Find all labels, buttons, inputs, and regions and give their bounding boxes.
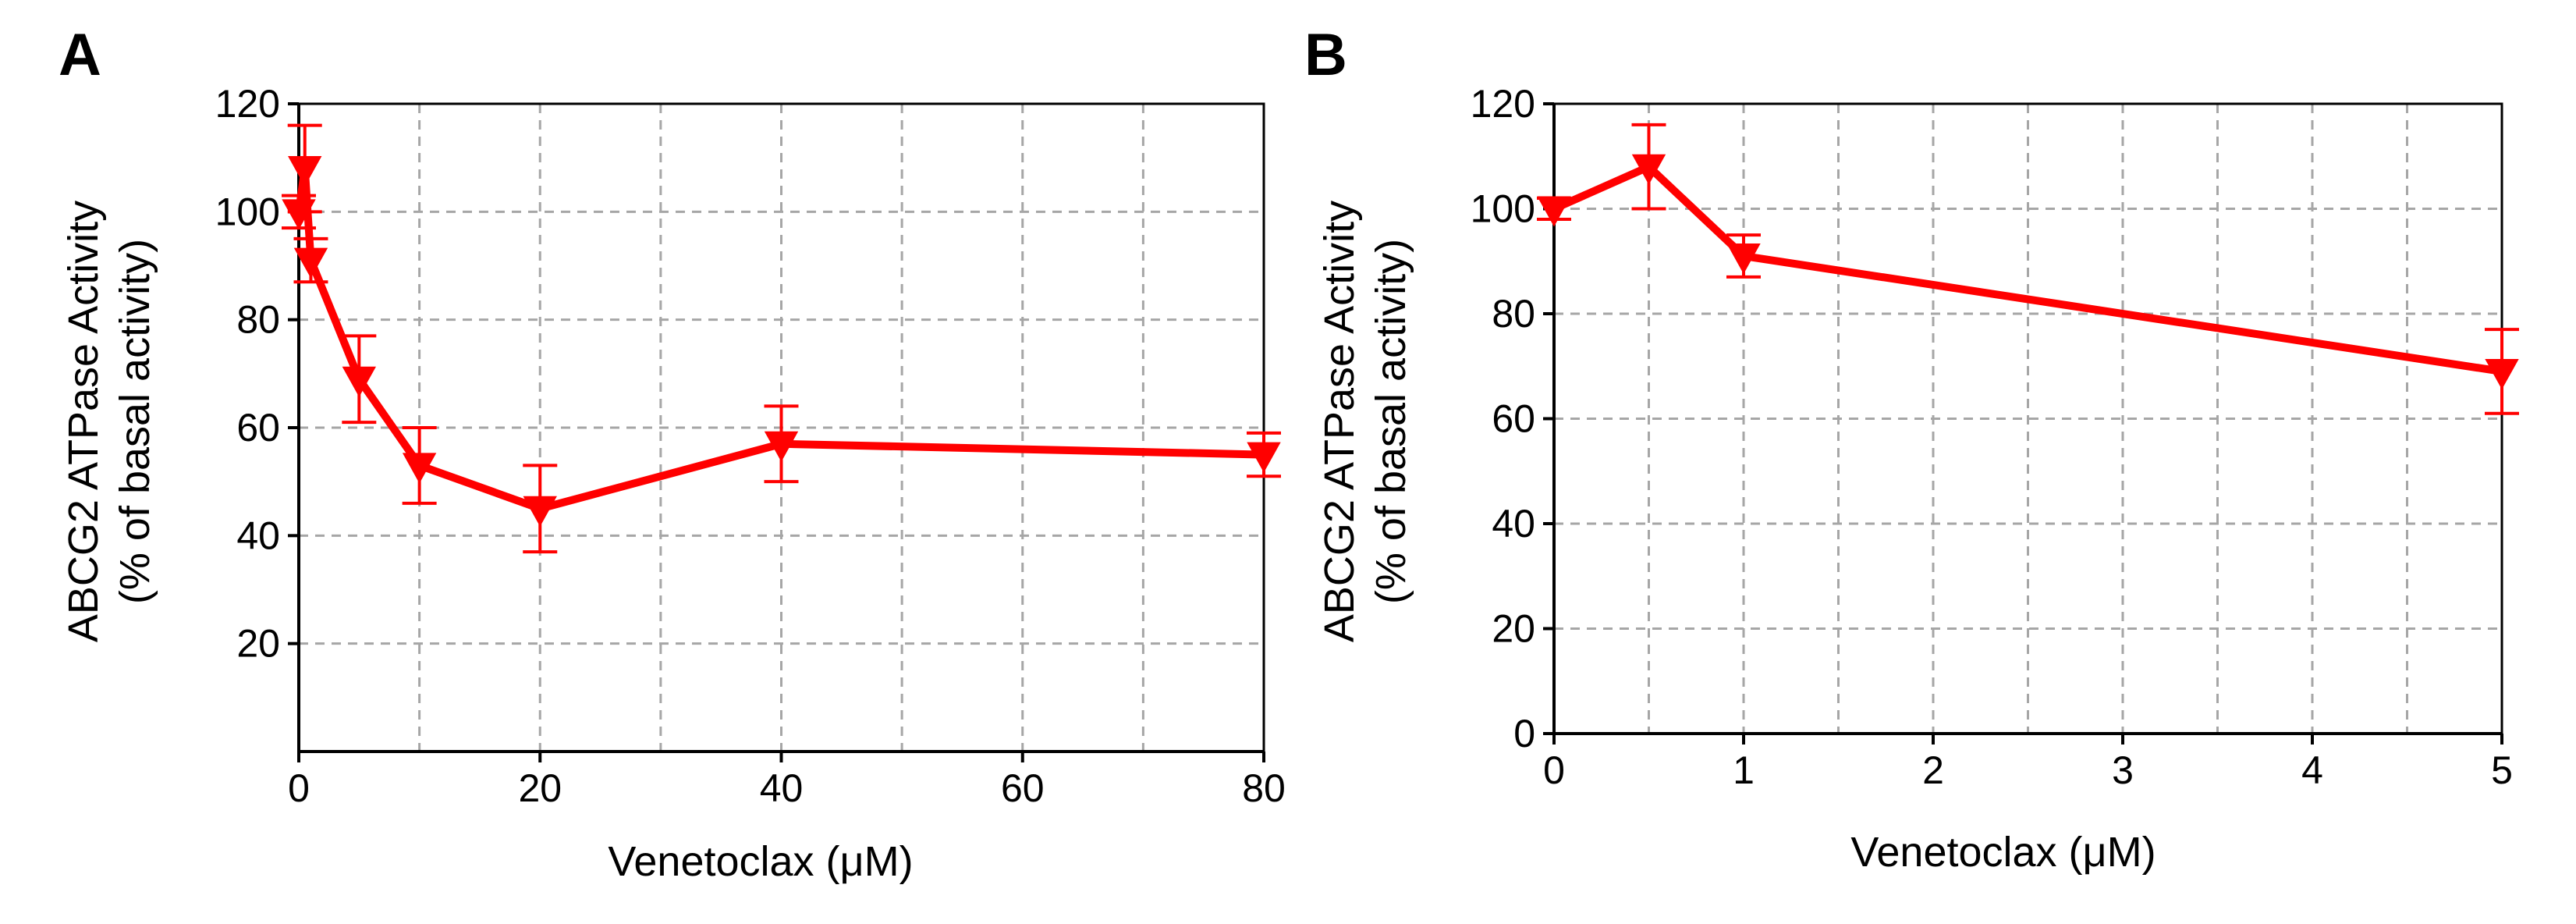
y-tick-label-b-120: 120 [1471,82,1535,126]
series-line-b-0 [1550,162,2506,375]
y-tick-label-a-100: 100 [215,190,280,233]
markers-a [282,156,1281,527]
x-tick-label-a-80: 80 [1242,766,1286,810]
tick-labels-b: 0 1 2 3 4 5 0 20 40 60 80 100 120 [1471,82,2513,792]
panel-label-b: B [1304,22,1347,88]
y-tick-label-a-80: 80 [236,298,280,342]
y-tick-label-b-20: 20 [1492,607,1535,651]
y-axis-title-a: ABCG2 ATPase Activity (% of basal activi… [60,201,158,642]
x-tick-label-b-1: 1 [1733,748,1755,792]
y-axis-title-b-line1: ABCG2 ATPase Activity [1316,201,1363,642]
x-tick-label-a-0: 0 [288,766,310,810]
y-tick-label-a-60: 60 [236,406,280,450]
tick-labels-a: 0 20 40 60 80 20 40 60 80 100 120 [215,82,1286,810]
data-point-b-0 [1537,196,1571,227]
y-tick-label-a-20: 20 [236,622,280,666]
y-axis-title-a-line1: ABCG2 ATPase Activity [60,201,107,642]
data-point-b-2 [1726,243,1761,275]
y-tick-label-b-0: 0 [1513,712,1535,755]
data-point-a-7 [1247,442,1281,473]
x-tick-label-a-60: 60 [1001,766,1045,810]
x-tick-label-b-2: 2 [1922,748,1944,792]
data-point-a-6 [764,431,799,462]
x-axis-title-a: Venetoclax (μM) [608,838,913,885]
data-point-b-1 [1631,154,1666,185]
y-tick-label-b-100: 100 [1471,187,1535,231]
y-axis-title-b-line2: (% of basal activity) [1368,239,1414,604]
y-axis-title-a-line2: (% of basal activity) [112,239,158,604]
grid-b [1554,104,2502,734]
data-point-a-4 [402,453,437,484]
markers-b [1537,154,2519,390]
data-point-a-5 [523,496,557,527]
data-point-a-3 [342,366,377,397]
y-tick-label-b-80: 80 [1492,292,1535,336]
series-line-b [1550,162,2506,375]
y-tick-label-a-40: 40 [236,514,280,557]
data-point-b-3 [2485,358,2519,390]
x-tick-label-b-5: 5 [2491,748,2513,792]
y-tick-label-b-40: 40 [1492,502,1535,546]
x-tick-label-b-3: 3 [2112,748,2134,792]
x-tick-label-a-20: 20 [518,766,562,810]
chart-a: A 0 20 40 60 80 20 40 60 80 100 120 Venetoclax (μM… [59,22,1286,885]
y-axis-title-b: ABCG2 ATPase Activity (% of basal activi… [1316,201,1414,642]
data-point-a-2 [293,247,328,279]
x-tick-label-b-4: 4 [2301,748,2323,792]
x-axis-title-b: Venetoclax (μM) [1850,829,2156,876]
x-tick-label-a-40: 40 [760,766,804,810]
data-point-a-1 [288,156,322,187]
x-tick-label-b-0: 0 [1543,748,1565,792]
y-tick-label-b-60: 60 [1492,397,1535,441]
data-point-a-0 [282,199,316,230]
panel-label-a: A [59,22,101,88]
y-tick-label-a-120: 120 [215,82,280,126]
